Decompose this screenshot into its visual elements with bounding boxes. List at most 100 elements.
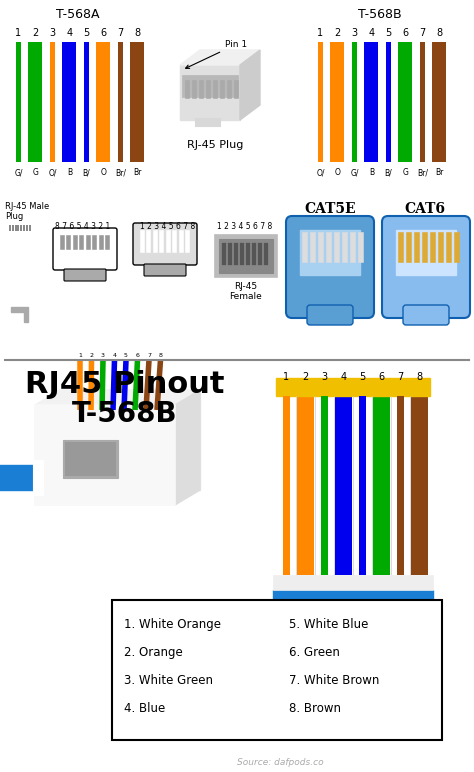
- Text: 7. White Brown: 7. White Brown: [289, 674, 379, 687]
- Bar: [365, 42, 379, 162]
- Bar: [406, 232, 411, 262]
- Polygon shape: [240, 50, 260, 120]
- Text: 8: 8: [417, 372, 422, 382]
- Bar: [352, 42, 357, 162]
- Bar: [422, 232, 427, 262]
- Text: G/: G/: [350, 168, 359, 177]
- Text: Source: dafpods.co: Source: dafpods.co: [237, 758, 323, 767]
- Text: 1: 1: [318, 28, 324, 38]
- FancyBboxPatch shape: [382, 216, 470, 318]
- Text: T-568B: T-568B: [358, 8, 402, 21]
- Bar: [140, 230, 144, 252]
- Text: O: O: [100, 168, 107, 177]
- Bar: [96, 42, 97, 162]
- Bar: [234, 80, 238, 98]
- Text: O: O: [335, 168, 340, 177]
- Bar: [264, 243, 268, 265]
- Bar: [222, 243, 226, 265]
- Bar: [185, 230, 190, 252]
- Bar: [302, 232, 307, 262]
- Text: 3: 3: [321, 372, 328, 382]
- Text: O/: O/: [48, 168, 57, 177]
- Text: B/: B/: [384, 168, 392, 177]
- Bar: [113, 42, 128, 162]
- Text: 4. Blue: 4. Blue: [124, 702, 165, 715]
- Text: T-568B: T-568B: [72, 400, 178, 428]
- Bar: [50, 42, 55, 162]
- Text: O/: O/: [316, 168, 325, 177]
- Text: 2. Orange: 2. Orange: [124, 646, 183, 659]
- Bar: [26, 225, 28, 231]
- Polygon shape: [180, 65, 240, 120]
- Bar: [9, 225, 11, 231]
- Polygon shape: [35, 390, 200, 405]
- Bar: [79, 42, 80, 162]
- Bar: [20, 225, 22, 231]
- Polygon shape: [11, 307, 28, 322]
- Bar: [326, 232, 331, 262]
- Text: RJ-45 Male
Plug: RJ-45 Male Plug: [5, 202, 49, 222]
- Text: 6: 6: [402, 28, 409, 38]
- Bar: [146, 230, 151, 252]
- Bar: [397, 396, 404, 575]
- Text: 2: 2: [90, 353, 93, 358]
- Bar: [118, 42, 123, 162]
- Text: 1. White Orange: 1. White Orange: [124, 618, 221, 631]
- Bar: [273, 575, 433, 590]
- Bar: [321, 396, 328, 575]
- Polygon shape: [35, 405, 175, 505]
- Bar: [185, 80, 189, 98]
- Text: 4: 4: [368, 28, 374, 38]
- Bar: [97, 42, 110, 162]
- Bar: [240, 243, 244, 265]
- Bar: [166, 230, 170, 252]
- Bar: [316, 396, 333, 575]
- Text: 5: 5: [124, 353, 128, 358]
- Text: 7: 7: [419, 28, 426, 38]
- Bar: [33, 460, 43, 495]
- Text: 1 2 3 4 5 6 7 8: 1 2 3 4 5 6 7 8: [140, 222, 195, 231]
- Bar: [195, 118, 220, 126]
- Text: 1: 1: [283, 372, 290, 382]
- Text: T-568A: T-568A: [56, 8, 100, 21]
- Bar: [318, 232, 323, 262]
- Bar: [8, 40, 148, 164]
- Text: RJ-45 Plug: RJ-45 Plug: [187, 140, 243, 150]
- Text: G: G: [33, 168, 38, 177]
- Text: B: B: [369, 168, 374, 177]
- Bar: [313, 42, 328, 162]
- Bar: [16, 42, 21, 162]
- Bar: [86, 235, 90, 249]
- Text: 1 2 3 4 5 6 7 8: 1 2 3 4 5 6 7 8: [217, 222, 272, 231]
- Bar: [381, 42, 382, 162]
- Bar: [173, 230, 176, 252]
- Bar: [359, 396, 366, 575]
- Bar: [179, 230, 183, 252]
- Bar: [454, 232, 459, 262]
- FancyBboxPatch shape: [307, 305, 353, 325]
- Bar: [62, 42, 63, 162]
- Text: Br: Br: [133, 168, 142, 177]
- Bar: [106, 235, 109, 249]
- Text: 1: 1: [16, 28, 21, 38]
- Text: 7: 7: [118, 28, 124, 38]
- Text: Br/: Br/: [417, 168, 428, 177]
- Bar: [275, 377, 431, 578]
- Bar: [28, 42, 43, 162]
- Bar: [276, 378, 430, 396]
- Polygon shape: [6, 222, 34, 307]
- Text: G: G: [402, 168, 409, 177]
- Text: 3: 3: [49, 28, 55, 38]
- Text: B: B: [67, 168, 72, 177]
- Polygon shape: [180, 50, 260, 65]
- Bar: [278, 396, 295, 575]
- Text: 6. Green: 6. Green: [289, 646, 340, 659]
- Bar: [318, 42, 323, 162]
- Bar: [220, 80, 224, 98]
- Bar: [66, 235, 71, 249]
- Text: 3: 3: [101, 353, 105, 358]
- Bar: [60, 235, 64, 249]
- Bar: [430, 232, 435, 262]
- Text: 1: 1: [78, 353, 82, 358]
- Text: 3. White Green: 3. White Green: [124, 674, 213, 687]
